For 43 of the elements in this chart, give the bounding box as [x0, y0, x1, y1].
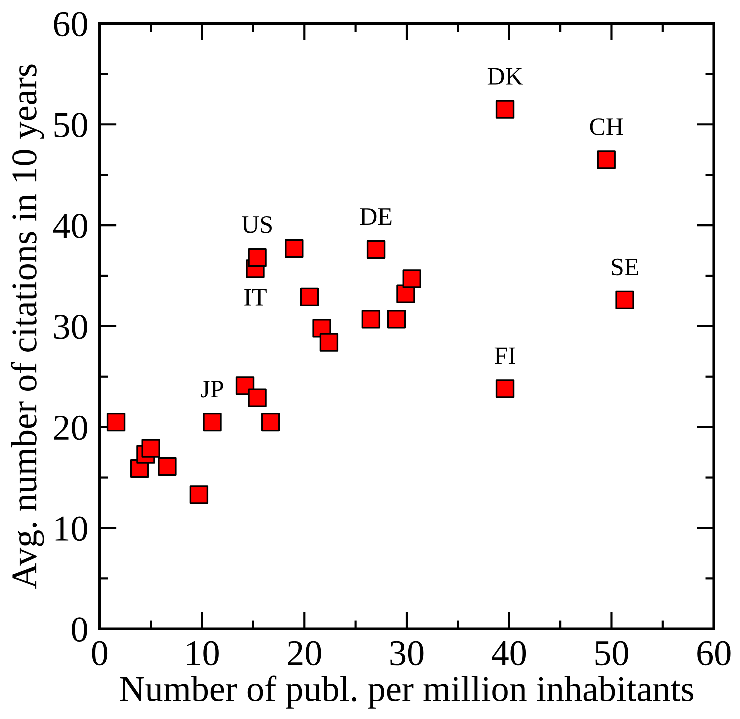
y-tick-label: 40: [53, 214, 88, 238]
y-tick-label: 30: [54, 314, 88, 340]
point: [190, 486, 209, 504]
annotation: JP: [201, 381, 224, 398]
y-tick-label: 20: [54, 416, 88, 440]
annotation: DK: [488, 68, 524, 85]
x-tick-label: 20: [288, 641, 322, 666]
x-tick-label: 60: [698, 641, 731, 666]
point: [597, 150, 616, 170]
point: [387, 310, 406, 329]
annotation: DE: [360, 208, 392, 226]
annotation: US: [242, 216, 272, 234]
annotation: IT: [244, 289, 267, 306]
y-tick-label: 0: [72, 618, 88, 642]
point: [248, 388, 267, 408]
point: [362, 310, 381, 329]
point: [616, 290, 634, 310]
x-tick-label: 10: [187, 641, 219, 666]
y-tick-label: 60: [54, 12, 88, 37]
point: [320, 333, 339, 352]
annotation: CH: [590, 118, 624, 136]
x-axis-title: Number of publ. per million inhabitants: [120, 676, 694, 709]
annotation: FI: [494, 348, 516, 364]
point: [158, 457, 177, 476]
point: [496, 380, 515, 398]
point: [496, 100, 515, 119]
x-tick-label: 0: [92, 641, 108, 666]
y-axis-title: Avg. number of citations in 10 years: [11, 64, 44, 589]
point: [142, 439, 160, 458]
y-tick-label: 10: [56, 516, 88, 542]
point: [248, 248, 267, 268]
point: [402, 270, 422, 288]
point: [366, 240, 386, 260]
point: [203, 412, 222, 432]
point: [285, 239, 304, 258]
point: [106, 412, 126, 432]
annotation: SE: [612, 258, 638, 276]
point: [262, 412, 280, 432]
x-tick-label: 30: [390, 641, 424, 666]
x-tick-label: 40: [492, 641, 526, 666]
x-tick-label: 50: [596, 641, 628, 666]
y-tick-label: 50: [54, 113, 88, 138]
point: [300, 288, 320, 307]
